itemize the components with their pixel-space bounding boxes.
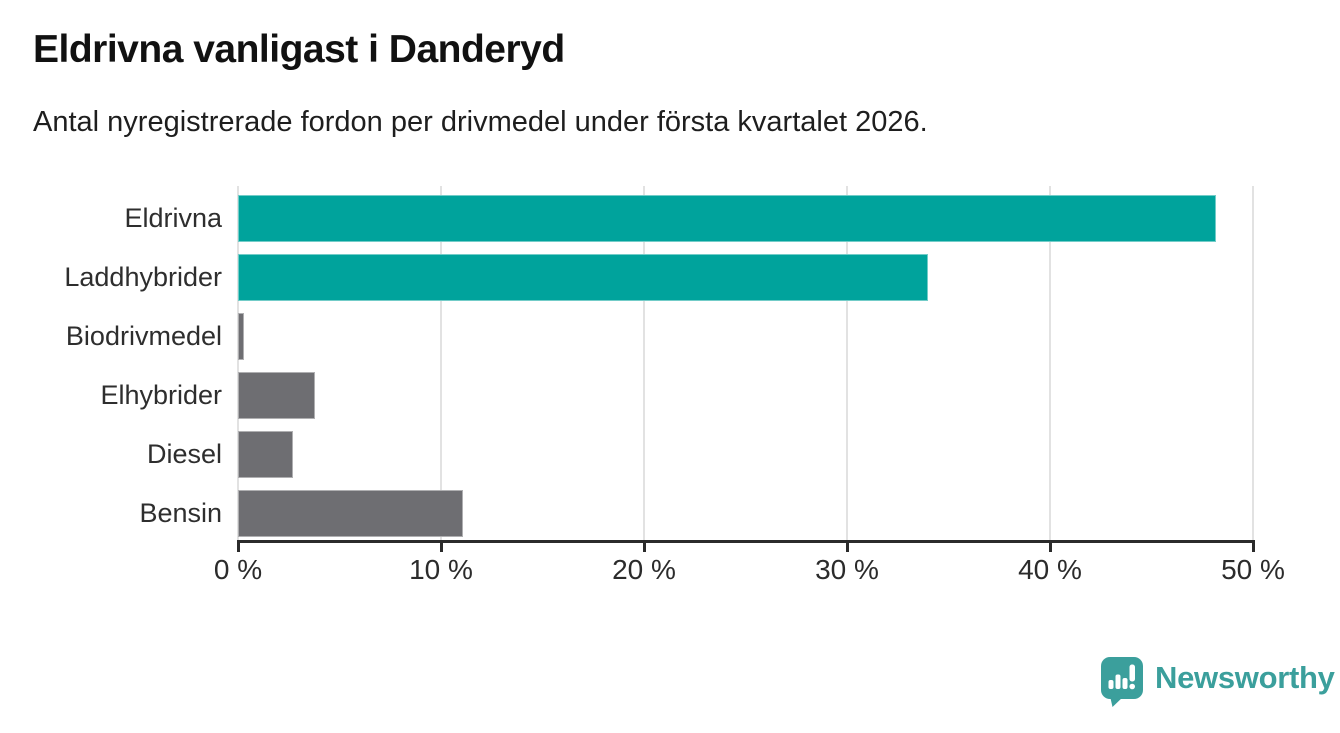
newsworthy-logo: Newsworthy	[1100, 656, 1335, 708]
category-labels: Eldrivna Laddhybrider Biodrivmedel Elhybrid…	[0, 186, 222, 541]
category-label-elhybrider: Elhybrider	[100, 380, 222, 411]
x-axis-line	[237, 540, 1255, 543]
category-label-laddhybrider: Laddhybrider	[64, 261, 222, 292]
plot-area: 0 % 10 % 20 % 30 % 40 % 50 %	[214, 186, 1285, 606]
gridline-10	[440, 186, 442, 541]
category-label-eldrivna: Eldrivna	[124, 202, 222, 233]
bar-diesel	[238, 431, 293, 479]
bar-bensin	[238, 490, 464, 538]
x-tick-30	[846, 543, 849, 552]
newsworthy-logo-text: Newsworthy	[1155, 660, 1335, 695]
gridline-30	[846, 186, 848, 541]
category-label-biodrivmedel: Biodrivmedel	[65, 320, 222, 351]
newsworthy-logo-icon	[1101, 657, 1143, 707]
x-tick-10	[440, 543, 443, 552]
x-tick-label-10: 10 %	[409, 554, 473, 585]
bar-laddhybrider	[238, 253, 929, 301]
category-label-bensin: Bensin	[139, 498, 222, 529]
bar-elhybrider	[238, 372, 316, 420]
gridline-50	[1252, 186, 1254, 541]
x-tick-40	[1049, 543, 1052, 552]
x-tick-label-20: 20 %	[612, 554, 676, 585]
x-tick-0	[237, 543, 240, 552]
x-tick-20	[643, 543, 646, 552]
bar-eldrivna	[238, 194, 1217, 242]
x-tick-label-0: 0 %	[213, 554, 263, 585]
bar-biodrivmedel	[238, 312, 245, 360]
x-tick-label-50: 50 %	[1221, 554, 1285, 585]
x-tick-label-30: 30 %	[815, 554, 879, 585]
x-tick-50	[1252, 543, 1255, 552]
chart-title: Eldrivna vanligast i Danderyd	[33, 28, 565, 71]
chart-subtitle: Antal nyregistrerade fordon per drivmede…	[33, 106, 928, 138]
category-label-diesel: Diesel	[146, 439, 222, 470]
gridline-40	[1049, 186, 1051, 541]
gridline-0	[237, 186, 239, 541]
gridline-20	[643, 186, 645, 541]
x-tick-label-40: 40 %	[1018, 554, 1082, 585]
